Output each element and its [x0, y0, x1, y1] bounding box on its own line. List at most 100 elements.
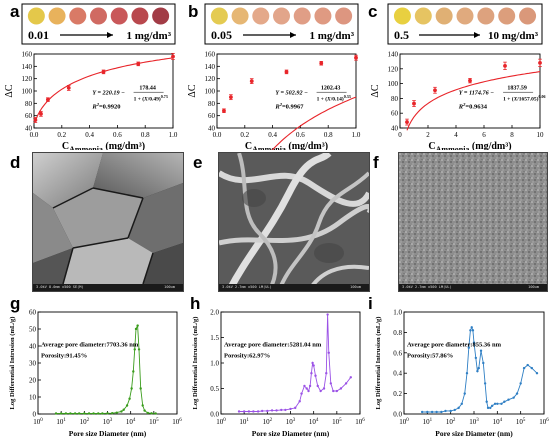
- plot-frame-i: [403, 311, 545, 415]
- panel-label-e: e: [193, 153, 203, 172]
- x-tick-label-g-1: 101: [56, 418, 66, 426]
- data-point-b-5: [354, 55, 358, 60]
- data-point-i-11: [465, 372, 469, 375]
- data-point-i-19: [477, 366, 480, 370]
- data-point-h-19: [310, 372, 313, 375]
- x-tick-label-c-0: 0: [398, 131, 402, 139]
- data-point-h-3: [252, 410, 255, 413]
- color-swatch-c-0: [393, 7, 411, 25]
- plot-frame-h: [220, 311, 361, 415]
- x-axis-label-i: Pore size Diameter (nm): [435, 429, 513, 438]
- data-point-g-12: [111, 411, 114, 415]
- y-axis-label-g: Log Differential Intrusion (mL/g): [9, 317, 16, 410]
- y-tick-label-a-6: 160: [22, 51, 33, 59]
- data-point-g-25: [141, 404, 144, 407]
- color-swatch-a-4: [110, 7, 128, 25]
- fit-curve-b: [271, 96, 357, 150]
- y-tick-label-a-5: 140: [22, 63, 33, 71]
- data-point-i-1: [426, 410, 429, 414]
- data-point-a-0: [33, 118, 38, 122]
- data-point-a-3: [66, 86, 71, 90]
- annotation-porosity-i: Porosity:57.86%: [407, 353, 453, 360]
- color-swatch-b-2: [252, 7, 270, 25]
- data-point-c-5: [538, 60, 542, 65]
- annotation-pore-h: Average pore diameter:5281.04 nm: [224, 342, 322, 349]
- annotation-pore-g: Average pore diameter:7703.36 nm: [41, 342, 139, 349]
- data-point-h-29: [329, 382, 333, 385]
- x-tick-label-h-3: 103: [286, 418, 296, 426]
- data-point-g-1: [59, 412, 63, 415]
- equation-denominator-c: 1 + (X/1657.05)0.06: [503, 94, 545, 103]
- data-point-g-8: [92, 412, 95, 415]
- data-point-b-2: [249, 79, 254, 84]
- data-point-i-29: [500, 402, 503, 405]
- color-swatch-b-6: [335, 7, 353, 25]
- data-point-c-0: [405, 120, 409, 124]
- x-tick-label-i-0: 100: [399, 418, 409, 426]
- data-point-g-2: [64, 412, 68, 415]
- data-point-g-3: [69, 412, 72, 415]
- color-swatch-c-1: [414, 7, 432, 25]
- data-point-i-0: [420, 410, 424, 414]
- data-point-h-7: [270, 409, 274, 412]
- panel-label-i: i: [368, 294, 373, 313]
- panel-a: 0.01 1 mg/dm³ 0.0 0.2 0.4 0.6 0.8 1.0 40 60 80 100 1…: [4, 3, 178, 150]
- data-point-i-28: [496, 402, 499, 405]
- y-tick-label-h-1: 0.5: [210, 385, 219, 393]
- range-low-a: 0.01: [28, 28, 49, 42]
- series-line-h: [239, 314, 352, 412]
- data-point-i-12: [467, 346, 471, 349]
- y-tick-label-h-3: 1.5: [210, 334, 219, 342]
- data-point-g-6: [83, 412, 86, 415]
- equation-lhs-c: Y = 1174.76 −: [459, 90, 494, 97]
- panel-label-c: c: [368, 2, 378, 21]
- x-tick-label-h-4: 104: [309, 418, 319, 426]
- data-point-h-13: [298, 400, 301, 403]
- x-tick-label-i-2: 102: [446, 418, 456, 426]
- panel-g: 100 101 102 103 104 105 106 0 10 20 30 40 50 60 Pore s…: [9, 309, 182, 439]
- data-point-h-25: [322, 387, 326, 390]
- color-swatch-b-0: [210, 7, 228, 25]
- range-arrow-head-c: [474, 32, 480, 38]
- data-point-h-22: [314, 374, 317, 377]
- data-point-g-14: [120, 410, 123, 413]
- sem-info-bar-d: 3.0kV 8.0mm x500 SE(M) 100um: [33, 284, 183, 291]
- x-tick-label-g-5: 105: [149, 418, 159, 426]
- x-tick-label-a-5: 1.0: [169, 131, 178, 139]
- sem-micrograph-e: [219, 153, 369, 291]
- data-point-c-2: [433, 88, 437, 93]
- x-tick-label-c-2: 4: [454, 131, 458, 139]
- y-tick-label-c-0: 40: [391, 125, 399, 133]
- data-point-h-31: [335, 389, 339, 393]
- plot-frame-c: [399, 53, 541, 129]
- equation-lhs-b: Y = 502.92 −: [275, 90, 308, 97]
- x-axis-label-h: Pore size Diameter (nm): [252, 429, 330, 438]
- panel-b: 0.05 1 mg/dm³ 0.0 0.2 0.4 0.6 0.8 1.0 40 60 80 100 1…: [187, 3, 361, 150]
- y-tick-label-a-3: 100: [22, 88, 33, 96]
- x-tick-label-h-1: 101: [239, 418, 249, 426]
- y-tick-label-b-1: 60: [208, 112, 216, 120]
- y-tick-label-b-6: 160: [205, 51, 216, 59]
- data-point-i-21: [482, 361, 485, 365]
- data-point-i-16: [472, 341, 476, 344]
- data-point-i-15: [471, 329, 475, 332]
- data-point-b-3: [284, 69, 289, 74]
- range-low-c: 0.5: [394, 28, 409, 42]
- y-tick-label-g-6: 60: [29, 309, 37, 317]
- y-tick-label-c-4: 120: [388, 65, 399, 73]
- data-point-h-33: [344, 382, 348, 385]
- data-point-h-18: [308, 384, 312, 388]
- data-point-c-3: [468, 78, 472, 83]
- data-point-i-17: [474, 356, 478, 360]
- color-swatch-a-0: [27, 7, 45, 25]
- data-point-h-9: [280, 408, 283, 412]
- panel-label-d: d: [10, 153, 21, 172]
- color-swatch-c-5: [498, 7, 516, 25]
- data-point-h-1: [242, 410, 246, 413]
- x-tick-label-c-3: 6: [482, 131, 486, 139]
- data-point-i-7: [453, 408, 456, 412]
- data-point-g-24: [139, 387, 142, 390]
- data-point-h-17: [307, 389, 310, 393]
- sem-info-bar-e: 3.0kV 2.7mm x500 LM(UL) 100um: [219, 284, 369, 291]
- y-tick-label-g-0: 0: [33, 411, 37, 419]
